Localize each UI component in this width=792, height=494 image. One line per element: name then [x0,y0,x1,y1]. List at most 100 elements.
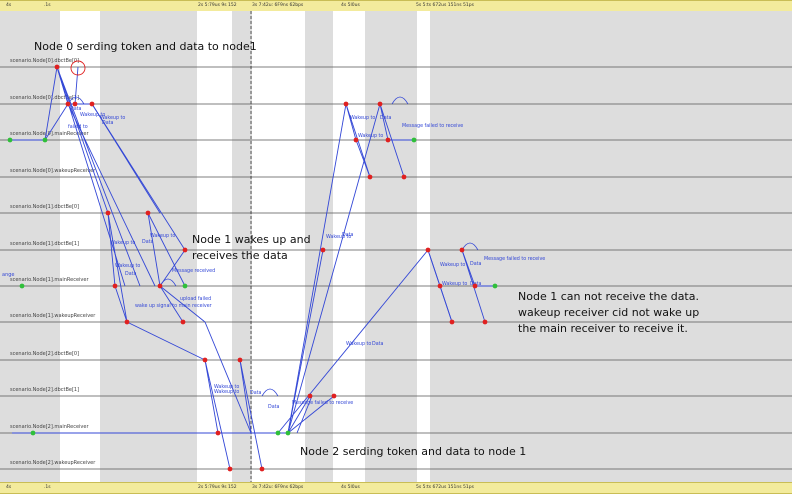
background-band [305,11,333,482]
idle-band [60,11,100,482]
event-dot [377,101,383,107]
lane-label: scenario.Node[1].dbctBe[0] [10,204,79,210]
message-arrow [126,321,206,361]
message-label: upload failed [180,296,211,302]
message-arrow [239,359,263,470]
message-arrow [114,285,128,323]
event-dot [367,174,373,180]
lane-label: scenario.Node[2].mainReceiver [10,424,89,430]
message-label: Message received [172,268,215,274]
background-band [430,11,792,482]
lane-label: scenario.Node[2].dbctBe[0] [10,351,79,357]
message-arrow [159,285,206,323]
message-label: Data [268,404,280,410]
lane-label: scenario.Node[0].dbctBe[0] [10,58,79,64]
message-label: Wakeup to [350,115,375,121]
ruler-tick: 4s 5l0us [341,3,360,8]
event-dot [259,466,265,472]
event-dot [54,64,60,70]
receive-dot [42,137,48,143]
lane-label: scenario.Node[0].wakeupReceiver [10,168,96,174]
ruler-tick: 3s 7:42u: 6F9ns 62bps [252,485,304,490]
event-dot [124,319,130,325]
event-dot [215,430,221,436]
message-arrow [107,212,128,323]
node2-annotation: Node 2 serding token and data to node 1 [300,445,527,458]
background-band [232,11,252,482]
timeline-ruler-bottom[interactable]: 4s .1s 2s 5:79us 9s 152 3s 7:42u: 6F9ns … [0,482,792,494]
lane-label: scenario.Node[2].dbctBe[1] [10,387,79,393]
event-dot [401,174,407,180]
message-arrow [44,103,69,141]
message-arrow [159,285,184,323]
message-label: Wakeup to [214,384,239,390]
message-label: Wakeup to [110,240,135,246]
ruler-tick: .1s [44,485,51,490]
message-arrow [67,103,156,287]
ruler-tick: 3s 7:42u: 6F9ns 62bps [252,3,304,8]
message-label: Wakeup to [442,281,467,287]
message-label: Data [380,115,392,121]
event-dot [425,247,431,253]
message-arrow [204,321,252,434]
side-label: ange [2,272,14,278]
message-label: Data [102,120,114,126]
message-arrow [379,103,389,141]
node1-fail-annotation: Node 1 can not receive the data. [518,290,699,303]
event-dot [89,101,95,107]
background-band [100,11,197,482]
event-dot [459,247,465,253]
message-loop [461,242,479,251]
event-dot [307,393,313,399]
message-label: Wakeup to [115,263,140,269]
message-arrow [147,212,161,287]
receive-dot [30,430,36,436]
message-label: Data [250,390,262,396]
message-arrow [287,395,335,434]
event-dot [472,283,478,289]
event-dot [157,283,163,289]
event-dot [182,247,188,253]
message-arrow [379,103,405,178]
message-label: Data [342,232,354,238]
idle-band [197,11,232,482]
message-label: Wakeup to [358,133,383,139]
message-label: Wakeup to [214,389,239,395]
receive-dot [7,137,13,143]
event-dot [180,319,186,325]
message-label: Wakeup to [440,262,465,268]
background-band [0,11,60,482]
node1-wake-annotation-2: receives the data [192,249,288,262]
message-loop [67,96,85,105]
ruler-tick: 4s [6,3,12,8]
event-dot [237,357,243,363]
event-dot [202,357,208,363]
message-arrow [277,249,429,434]
lane-label: scenario.Node[0].dbctBe[1] [10,95,79,101]
message-arrow [56,66,141,287]
message-label: Message failed to receive [292,400,353,406]
message-arrow [44,66,58,141]
lane-label: scenario.Node[2].wakeupReceiver [10,460,96,466]
message-arrow [204,359,231,470]
message-arrow [296,395,313,434]
message-label: Message failed to receive [402,123,463,129]
message-arrow [56,66,109,214]
message-arrow [147,212,186,287]
message-arrow [239,359,252,434]
event-dot [437,283,443,289]
lane-label: scenario.Node[1].dbctBe[1] [10,241,79,247]
message-arrow [107,212,116,287]
receive-dot [285,430,291,436]
message-arrow [355,139,371,178]
message-label: Wakeup to [346,341,371,347]
lane-label: scenario.Node[0].mainReceiver [10,131,89,137]
message-label: Data [470,261,482,267]
message-arrow [91,103,186,251]
message-label: Data [372,341,384,347]
message-label: Data [125,271,137,277]
message-label: Data [142,239,154,245]
ruler-tick: 4s 5l0us [341,485,360,490]
event-dot [72,101,78,107]
